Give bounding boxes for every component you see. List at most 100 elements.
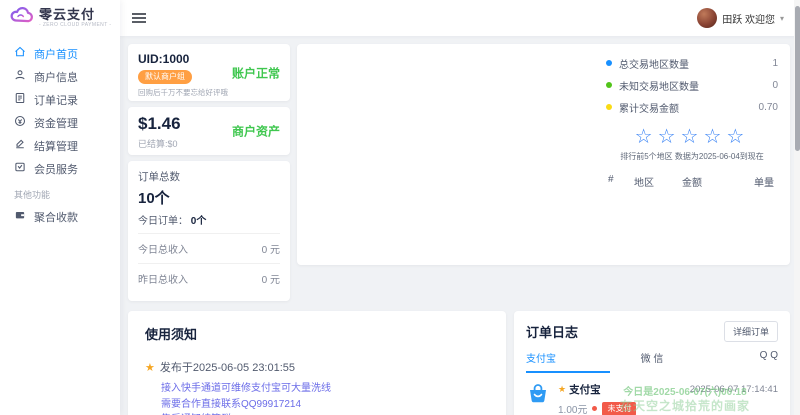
sidebar-section-other-functions: 其他功能 — [14, 190, 51, 200]
col-region: 地区 — [634, 178, 654, 189]
document-icon — [14, 92, 26, 107]
region-table-header: # 地区 金额 单量 — [606, 174, 778, 189]
user-menu[interactable]: 田跃 欢迎您 ▾ — [697, 8, 784, 28]
legend-value: 0.70 — [758, 101, 778, 113]
today-orders-value: 0个 — [190, 216, 207, 227]
star-rating-icons: ☆☆☆☆☆ — [634, 126, 750, 148]
avatar — [697, 8, 718, 28]
legend-total-amount: 累计交易金额 0.70 — [606, 96, 778, 118]
sidebar: 零云支付 - ZERO CLOUD PAYMENT - 商户首页 商户信息 订单… — [0, 0, 120, 415]
legend-unknown-regions: 未知交易地区数量 0 — [606, 74, 778, 96]
star-icon: ★ — [145, 361, 155, 374]
sidebar-item-order-records[interactable]: 订单记录 — [0, 88, 120, 111]
col-index: # — [608, 174, 614, 185]
status-badge: 未支付 — [602, 401, 637, 415]
scrollbar-thumb[interactable] — [794, 6, 800, 151]
star-icon: ★ — [558, 384, 567, 394]
green-dot-icon — [606, 82, 612, 88]
cloud-logo-icon — [10, 7, 34, 29]
chevron-down-icon: ▾ — [779, 13, 784, 23]
order-total-title: 订单总数 — [138, 171, 180, 183]
sidebar-item-label: 订单记录 — [34, 94, 78, 107]
settled-amount: 已结算:$0 — [138, 139, 178, 149]
sidebar-nav: 商户首页 商户信息 订单记录 资金管理 结算管理 会员服务 其他 — [0, 36, 120, 228]
notice-title: 使用须知 — [145, 327, 198, 342]
asset-label: 商户资产 — [231, 124, 280, 139]
legend-label: 未知交易地区数量 — [619, 81, 699, 93]
app-logo: 零云支付 - ZERO CLOUD PAYMENT - — [0, 0, 120, 36]
yesterday-income-row: 昨日总收入 0 元 — [138, 263, 280, 293]
username: 田跃 欢迎您 — [722, 14, 775, 26]
order-log-title: 订单日志 — [526, 325, 579, 340]
home-icon — [14, 46, 26, 61]
account-status-label: 账户正常 — [231, 66, 280, 80]
edit-icon — [14, 138, 26, 153]
entry-amount: 1.00元 — [558, 405, 588, 415]
col-amount: 金额 — [682, 178, 702, 189]
detail-orders-button[interactable]: 详细订单 — [723, 321, 778, 342]
app-tagline: - ZERO CLOUD PAYMENT - — [39, 22, 112, 28]
usage-notice-card: 使用须知 ★ 发布于2025-06-05 23:01:55 接入快手通道可维修支… — [128, 311, 506, 415]
region-stats-panel: 总交易地区数量 1 未知交易地区数量 0 累计交易金额 0.70 ☆☆☆☆☆ — [606, 52, 778, 189]
notice-line: 接入快手通道可维修支付宝可大量洗线 — [161, 383, 331, 394]
sidebar-item-settlement-management[interactable]: 结算管理 — [0, 134, 120, 157]
asset-amount: $1.46 — [138, 114, 181, 133]
today-income-row: 今日总收入 0 元 — [138, 233, 280, 263]
merchant-group-badge: 默认商户组 — [138, 69, 192, 84]
today-income-label: 今日总收入 — [138, 245, 188, 256]
today-income-value: 0 元 — [261, 245, 280, 256]
wallet-icon — [14, 209, 26, 224]
account-status-card: UID:1000 默认商户组 回购后千万不要忘给好评哦 账户正常 — [128, 44, 290, 101]
member-card-icon — [14, 161, 26, 176]
sidebar-item-merchant-info[interactable]: 商户信息 — [0, 65, 120, 88]
shopping-bag-icon — [526, 382, 550, 415]
notice-content: 接入快手通道可维修支付宝可大量洗线 需要合作直接联系QQ99917214 售后通… — [161, 381, 489, 415]
today-orders-label: 今日订单： — [138, 216, 188, 227]
yesterday-income-value: 0 元 — [261, 275, 280, 286]
sidebar-item-funds-management[interactable]: 资金管理 — [0, 111, 120, 134]
tab-wechat[interactable]: 微 信 — [640, 354, 664, 365]
sidebar-item-label: 结算管理 — [34, 140, 78, 153]
merchant-asset-card: $1.46 已结算:$0 商户资产 — [128, 107, 290, 155]
today-orders: 今日订单： 0个 — [138, 212, 280, 233]
order-entry[interactable]: ★ 支付宝 2025-06-07 17:14:41 1.00元 未支付 支付测试 — [526, 373, 778, 415]
legend-total-regions: 总交易地区数量 1 — [606, 52, 778, 74]
merchant-group-note: 回购后千万不要忘给好评哦 — [138, 88, 228, 97]
yellow-dot-icon — [606, 104, 612, 110]
entry-time: 2025-06-07 17:14:41 — [689, 384, 778, 395]
legend-label: 总交易地区数量 — [619, 59, 689, 71]
notice-publish-row: ★ 发布于2025-06-05 23:01:55 — [145, 359, 489, 375]
ranking-caption: 排行前5个地区 数据为2025-06-04到现在 — [620, 152, 764, 161]
order-log-card: 订单日志 详细订单 支付宝 微 信 Q Q ★ 支付宝 — [514, 311, 790, 415]
order-totals-card: 订单总数 10个 今日订单： 0个 今日总收入 0 元 昨日总收入 0 元 — [128, 161, 290, 301]
notice-line: 需要合作直接联系QQ99917214 — [161, 398, 302, 410]
order-total-value: 10个 — [138, 190, 170, 207]
col-count: 单量 — [754, 178, 774, 189]
hamburger-menu-icon[interactable] — [132, 11, 146, 26]
legend-label: 累计交易金额 — [619, 103, 679, 115]
channel-tabs: 支付宝 微 信 Q Q — [526, 350, 778, 373]
page-scrollbar — [794, 0, 800, 415]
sidebar-item-label: 会员服务 — [34, 163, 78, 176]
sidebar-item-label: 资金管理 — [34, 117, 78, 130]
yesterday-income-label: 昨日总收入 — [138, 275, 188, 286]
topbar: 田跃 欢迎您 ▾ — [120, 0, 800, 36]
sidebar-item-aggregate-collection[interactable]: 聚合收款 — [0, 205, 120, 228]
user-icon — [14, 69, 26, 84]
blue-dot-icon — [606, 60, 612, 66]
merchant-uid: UID:1000 — [138, 52, 190, 66]
sidebar-item-merchant-home[interactable]: 商户首页 — [0, 42, 120, 65]
entry-channel: 支付宝 — [569, 384, 601, 396]
coin-icon — [14, 115, 26, 130]
main-content: UID:1000 默认商户组 回购后千万不要忘给好评哦 账户正常 $1.46 已… — [120, 36, 800, 415]
app-title: 零云支付 — [39, 7, 96, 22]
sidebar-item-label: 聚合收款 — [34, 211, 78, 224]
legend-value: 1 — [772, 57, 778, 69]
status-dot-icon — [592, 406, 598, 411]
region-stats-card: 总交易地区数量 1 未知交易地区数量 0 累计交易金额 0.70 ☆☆☆☆☆ — [297, 44, 790, 265]
sidebar-item-member-services[interactable]: 会员服务 — [0, 157, 120, 180]
tab-alipay[interactable]: 支付宝 — [526, 350, 610, 373]
sidebar-item-label: 商户信息 — [34, 71, 78, 84]
sidebar-item-label: 商户首页 — [34, 48, 78, 61]
tab-qq[interactable]: Q Q — [759, 350, 778, 361]
